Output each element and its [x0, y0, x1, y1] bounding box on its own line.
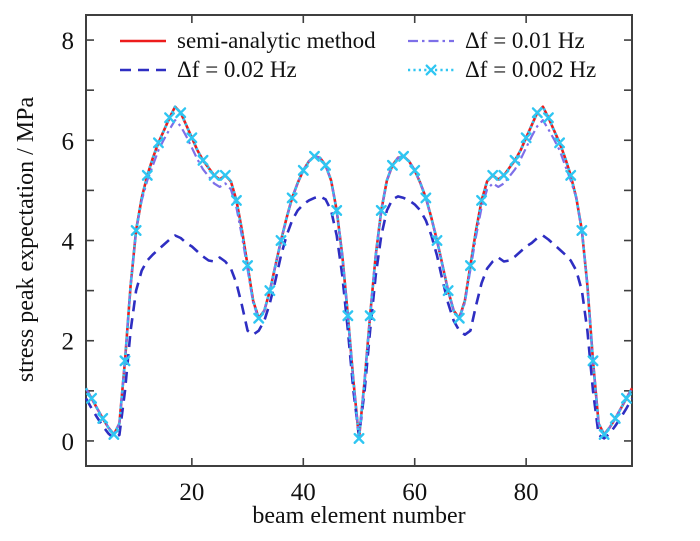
legend-label-df-0-01: Δf = 0.01 Hz	[465, 28, 585, 53]
x-marker	[509, 154, 521, 166]
legend-entry-df-0-01: Δf = 0.01 Hz	[406, 28, 585, 54]
x-marker	[609, 412, 621, 424]
legend-entry-df-0-02: Δf = 0.02 Hz	[118, 57, 297, 83]
legend-line-solid-red-icon	[120, 39, 166, 43]
x-tick-label: 40	[291, 479, 316, 506]
x-marker	[453, 312, 465, 324]
series-line	[84, 105, 634, 440]
x-marker	[409, 164, 421, 176]
x-marker	[331, 204, 343, 216]
x-marker	[219, 169, 231, 181]
legend-entry-df-0-002: Δf = 0.002 Hz	[406, 57, 596, 83]
legend-label-semi-analytic: semi-analytic method	[177, 28, 376, 53]
x-marker	[565, 169, 577, 181]
series-line	[84, 195, 634, 440]
y-tick-label: 0	[62, 429, 75, 456]
x-marker	[208, 169, 220, 181]
x-marker	[554, 137, 566, 149]
x-marker	[542, 112, 554, 124]
x-marker	[186, 132, 198, 144]
x-marker	[253, 312, 265, 324]
series-line	[84, 105, 634, 440]
legend-entry-semi-analytic: semi-analytic method	[118, 28, 376, 54]
x-marker	[97, 412, 109, 424]
x-marker	[197, 154, 209, 166]
legend-label-df-0-002: Δf = 0.002 Hz	[465, 57, 597, 82]
x-marker	[152, 137, 164, 149]
y-tick-label: 2	[62, 329, 75, 356]
y-tick-label: 6	[62, 128, 75, 155]
x-marker	[320, 159, 332, 171]
legend-line-dotted-cyan-x-icon	[408, 64, 454, 76]
x-marker	[442, 285, 454, 297]
x-marker	[464, 260, 476, 272]
x-marker	[119, 355, 131, 367]
x-marker	[487, 169, 499, 181]
x-marker	[620, 392, 632, 404]
x-marker	[364, 310, 376, 322]
x-marker	[342, 310, 354, 322]
x-marker	[264, 285, 276, 297]
x-marker	[520, 132, 532, 144]
series-2	[85, 119, 633, 440]
x-marker	[476, 194, 488, 206]
y-axis-label: stress peak expectation / MPa	[13, 96, 39, 383]
x-marker	[164, 112, 176, 124]
x-marker	[353, 432, 365, 444]
series-3	[84, 105, 634, 444]
x-marker	[141, 169, 153, 181]
plot-frame	[85, 14, 633, 467]
series-0	[84, 105, 634, 440]
x-marker	[587, 355, 599, 367]
x-marker	[398, 150, 410, 162]
x-tick-label: 20	[179, 479, 204, 506]
x-marker	[297, 164, 309, 176]
x-tick-label: 60	[402, 479, 427, 506]
x-marker	[425, 64, 437, 76]
x-marker	[108, 428, 120, 440]
y-tick-label: 4	[62, 229, 75, 256]
series-1	[84, 195, 634, 440]
x-marker	[130, 224, 142, 236]
series-line	[85, 119, 633, 440]
y-tick-label: 8	[62, 28, 75, 55]
x-axis-label: beam element number	[252, 503, 466, 529]
x-marker	[498, 169, 510, 181]
x-marker	[308, 150, 320, 162]
x-marker	[576, 224, 588, 236]
x-marker	[275, 234, 287, 247]
x-marker	[286, 192, 298, 204]
x-marker	[242, 260, 254, 272]
x-marker	[375, 204, 387, 216]
x-tick-label: 80	[514, 479, 539, 506]
x-marker	[431, 234, 443, 247]
x-marker	[386, 159, 398, 171]
x-marker	[86, 392, 98, 404]
x-marker	[598, 428, 610, 440]
x-marker	[230, 194, 242, 206]
x-marker	[175, 107, 187, 119]
x-marker	[420, 192, 432, 204]
legend-line-dashed-blue-icon	[120, 68, 166, 72]
x-marker	[531, 107, 543, 119]
legend-label-df-0-02: Δf = 0.02 Hz	[177, 57, 297, 82]
legend-line-dashdot-purple-icon	[408, 39, 454, 43]
